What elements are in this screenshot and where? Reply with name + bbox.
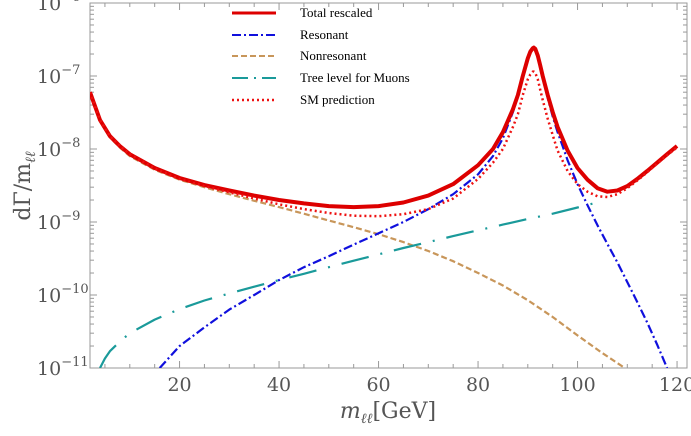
legend: Total rescaled Resonant Nonresonant Tree… — [232, 5, 410, 107]
series-layer — [90, 45, 679, 368]
x-tick-label: 80 — [466, 374, 490, 396]
legend-label-nonresonant: Nonresonant — [300, 48, 367, 63]
series-tree-level-for-muons-line — [99, 202, 593, 368]
y-tick-label: 10−9 — [37, 209, 80, 234]
y-tick-label: 10−11 — [37, 355, 89, 380]
x-axis-title-main: m — [340, 399, 361, 424]
x-tick-label: 60 — [366, 374, 390, 396]
y-axis-title-main: dΓ/m — [11, 163, 36, 221]
series-sm-prediction-line — [90, 70, 678, 218]
x-tick-label: 20 — [167, 374, 191, 396]
y-axis-title: dΓ/mℓℓ — [11, 151, 39, 220]
y-tick-label: 10−6 — [37, 0, 80, 15]
ticks-layer: 20 40 60 80 100 120 10−11 10−10 10−9 10−8 10−7 10−6 — [37, 0, 691, 396]
legend-label-resonant: Resonant — [300, 27, 349, 42]
x-axis-title: mℓℓ[GeV] — [340, 399, 436, 427]
legend-label-sm-prediction: SM prediction — [300, 92, 375, 107]
series-total-rescaled-line — [90, 45, 679, 210]
y-tick-label: 10−10 — [37, 282, 89, 307]
x-tick-label: 40 — [267, 374, 291, 396]
x-tick-label: 120 — [659, 374, 691, 396]
x-axis-title-subscript: ℓℓ — [361, 411, 373, 427]
legend-label-total-rescaled: Total rescaled — [300, 5, 373, 20]
y-tick-label: 10−8 — [37, 136, 80, 161]
plot-frame — [89, 2, 688, 369]
y-axis-title-subscript: ℓℓ — [23, 151, 39, 163]
legend-label-tree-level-muons: Tree level for Muons — [300, 70, 410, 85]
x-axis-title-unit: [GeV] — [372, 399, 436, 424]
y-tick-label: 10−7 — [37, 63, 80, 88]
x-tick-label: 100 — [559, 374, 595, 396]
